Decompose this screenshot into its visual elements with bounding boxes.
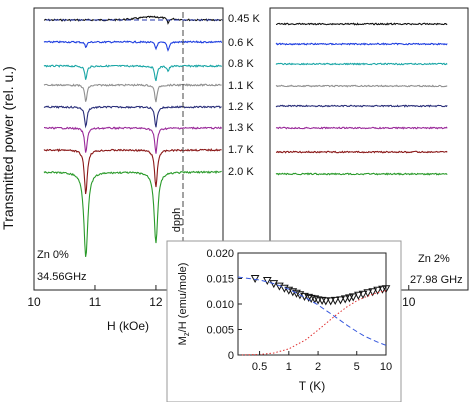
inset-data-point bbox=[345, 294, 354, 303]
left-x-tick-label: 11 bbox=[89, 295, 102, 309]
right-curves bbox=[275, 22, 448, 176]
right-sample-label: Zn 2% bbox=[418, 253, 450, 265]
inset-y-axis-label: Mz/H (emu/mole) bbox=[177, 263, 191, 346]
inset-y-tick-label: 0.005 bbox=[206, 325, 234, 337]
temperature-label: 0.8 K bbox=[228, 58, 254, 70]
left-series-line bbox=[43, 83, 222, 103]
left-x-tick-label: 10 bbox=[27, 295, 41, 309]
inset-y-label-part: M bbox=[177, 336, 189, 345]
left-series-line bbox=[43, 64, 222, 82]
left-series-line bbox=[43, 40, 223, 52]
right-series-line bbox=[275, 126, 448, 130]
right-series-line bbox=[275, 22, 448, 26]
inset-data-point bbox=[340, 295, 350, 304]
temperature-label: 2.0 K bbox=[228, 166, 254, 178]
inset-y-tick-label: 0.015 bbox=[206, 274, 234, 286]
left-series-line bbox=[43, 170, 222, 257]
inset-curves bbox=[237, 275, 391, 356]
left-curves bbox=[43, 15, 223, 257]
inset-data-point bbox=[358, 290, 368, 299]
inset-x-tick-label: 10 bbox=[380, 361, 392, 373]
temperature-label: 1.1 K bbox=[228, 80, 254, 92]
left-plot-frame bbox=[33, 7, 224, 291]
right-series-line bbox=[275, 172, 448, 176]
left-series-line bbox=[43, 105, 222, 129]
temperature-label: 1.3 K bbox=[228, 122, 254, 134]
inset-data-point bbox=[368, 288, 378, 297]
dpph-label: dpph bbox=[171, 208, 183, 232]
left-x-axis-label: H (kOe) bbox=[107, 319, 149, 333]
left-series-line bbox=[44, 126, 223, 154]
right-series-line bbox=[275, 42, 448, 46]
inset-y-label-subscript: z bbox=[182, 332, 191, 336]
inset-x-axis-label: T (K) bbox=[299, 379, 325, 393]
inset-y-tick-label: 0 bbox=[228, 350, 234, 362]
inset-data-point bbox=[373, 286, 382, 295]
temperature-labels: 0.45 K 0.6 K 0.8 K 1.1 K 1.2 K 1.3 K 1.7 K 2.0 … bbox=[228, 13, 260, 178]
inset-y-ticks: 0 0.005 0.010 0.015 0.020 bbox=[206, 248, 242, 362]
inset-x-tick-label: 5 bbox=[354, 361, 360, 373]
temperature-label: 1.7 K bbox=[228, 144, 254, 156]
inset-data-point bbox=[330, 296, 340, 305]
left-x-tick-label: 12 bbox=[149, 295, 163, 309]
left-frequency-label: 34.56GHz bbox=[37, 271, 87, 283]
right-frequency-label: 27.98 GHz bbox=[410, 274, 463, 286]
inset-data-point bbox=[250, 275, 260, 284]
right-panel: 10 Zn 2% 27.98 GHz bbox=[269, 7, 469, 309]
inset-data-point bbox=[348, 293, 358, 302]
inset-data-point bbox=[336, 296, 345, 305]
inset-data-point bbox=[321, 297, 331, 306]
inset-panel: 0 0.005 0.010 0.015 0.020 0.5 1 2 5 10 Mz/H (emu… bbox=[166, 240, 402, 402]
right-series-line bbox=[275, 84, 448, 88]
inset-data-point bbox=[292, 289, 301, 298]
inset-dashed-fit-line bbox=[237, 276, 387, 346]
right-x-tick-label: 10 bbox=[402, 295, 416, 309]
inset-x-tick-label: 1 bbox=[286, 361, 292, 373]
inset-data-point bbox=[326, 297, 336, 306]
inset-data-point bbox=[363, 289, 373, 298]
temperature-label: 1.2 K bbox=[228, 101, 254, 113]
right-series-line bbox=[275, 62, 448, 66]
inset-background bbox=[166, 240, 402, 402]
inset-x-ticks: 0.5 1 2 5 10 bbox=[252, 351, 392, 373]
inset-data-point bbox=[304, 293, 314, 302]
inset-y-tick-label: 0.020 bbox=[206, 248, 234, 260]
right-series-line bbox=[275, 104, 448, 108]
inset-data-point bbox=[262, 277, 272, 286]
temperature-label: 0.45 K bbox=[228, 13, 260, 25]
left-sample-label: Zn 0% bbox=[37, 249, 69, 261]
inset-data-point bbox=[310, 295, 320, 304]
inset-y-tick-label: 0.010 bbox=[206, 299, 234, 311]
y-axis-label: Transmitted power (rel. u.) bbox=[0, 66, 16, 230]
temperature-label: 0.6 K bbox=[228, 37, 254, 49]
inset-data-point bbox=[269, 280, 279, 289]
inset-data-point bbox=[354, 291, 363, 300]
inset-y-label-part: /H (emu/mole) bbox=[177, 263, 189, 333]
inset-x-tick-label: 0.5 bbox=[252, 361, 267, 373]
inset-x-tick-label: 2 bbox=[315, 361, 321, 373]
inset-data-point bbox=[381, 285, 391, 294]
right-series-line bbox=[275, 150, 448, 154]
right-x-ticks: 10 bbox=[402, 285, 416, 309]
left-series-line bbox=[43, 148, 222, 195]
